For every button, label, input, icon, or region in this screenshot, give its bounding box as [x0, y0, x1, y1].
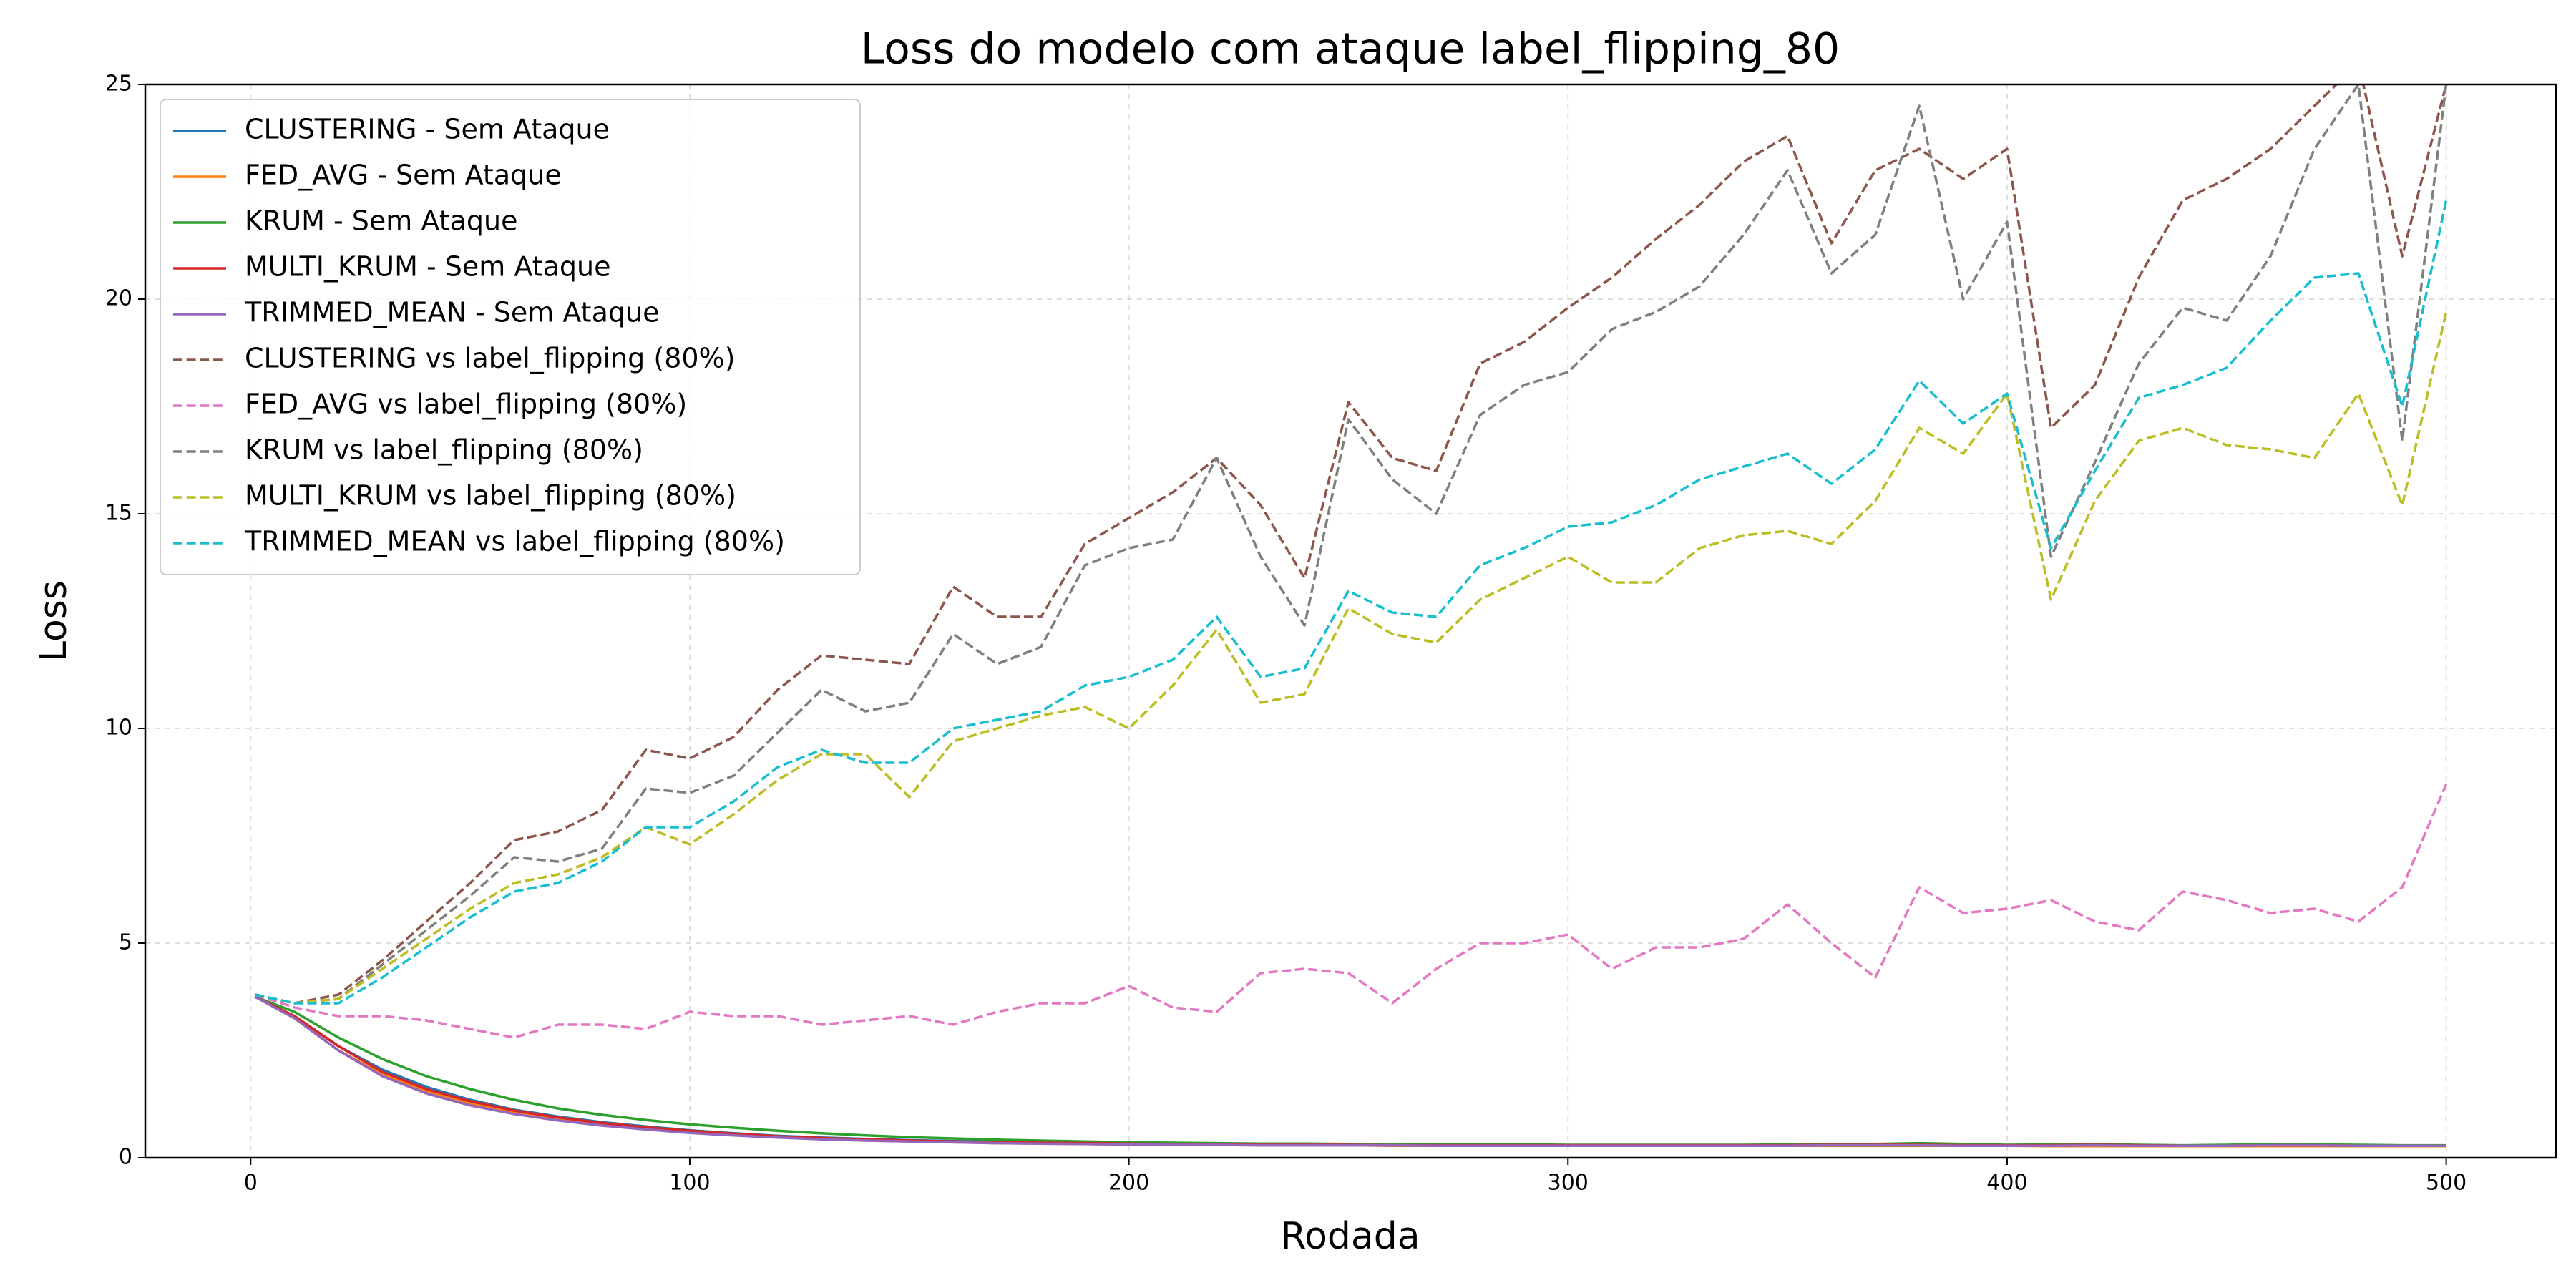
x-tick-label: 0: [244, 1171, 258, 1196]
x-tick-label: 100: [669, 1171, 710, 1196]
axes-frame: [144, 83, 2557, 1159]
legend-label: KRUM vs label_flipping (80%): [245, 434, 643, 466]
series-line: [255, 200, 2448, 1005]
legend-label: MULTI_KRUM - Sem Ataque: [245, 251, 610, 283]
plot-lines: [254, 84, 2448, 1148]
y-tick-label: 5: [119, 930, 132, 955]
series-line: [255, 311, 2448, 1005]
series-line: [255, 84, 2448, 1005]
y-tick-label: 15: [105, 501, 132, 526]
x-tick-label: 300: [1548, 1171, 1589, 1196]
legend-label: CLUSTERING - Sem Ataque: [245, 114, 610, 145]
chart-title: Loss do modelo com ataque label_flipping…: [861, 24, 1840, 74]
series-line: [255, 84, 2448, 1005]
x-tick-label: 200: [1108, 1171, 1149, 1196]
y-tick-label: 0: [119, 1145, 132, 1170]
legend-label: FED_AVG - Sem Ataque: [245, 160, 562, 191]
x-tick-label: 400: [1986, 1171, 2027, 1196]
legend-label: CLUSTERING vs label_flipping (80%): [245, 343, 735, 374]
legend-box: [160, 99, 861, 575]
legend-label: KRUM - Sem Ataque: [245, 205, 517, 237]
x-tick-label: 500: [2426, 1171, 2467, 1196]
legend-label: MULTI_KRUM vs label_flipping (80%): [245, 480, 736, 512]
series-line: [254, 995, 2446, 1147]
legend-label: TRIMMED_MEAN - Sem Ataque: [244, 297, 659, 328]
legend: CLUSTERING - Sem Ataque FED_AVG - Sem Ata…: [160, 99, 861, 575]
x-axis-label: Rodada: [1280, 1215, 1420, 1258]
series-line: [254, 784, 2448, 1039]
legend-label: TRIMMED_MEAN vs label_flipping (80%): [244, 526, 785, 557]
y-axis-label: Loss: [32, 580, 75, 662]
y-tick-label: 20: [105, 286, 132, 311]
y-tick-label: 10: [105, 716, 132, 741]
y-tick-label: 25: [105, 72, 132, 97]
legend-label: FED_AVG vs label_flipping (80%): [245, 389, 687, 420]
ticks: 0 100 200 300 400 500 0 5 10 15 20 25: [105, 72, 2467, 1196]
